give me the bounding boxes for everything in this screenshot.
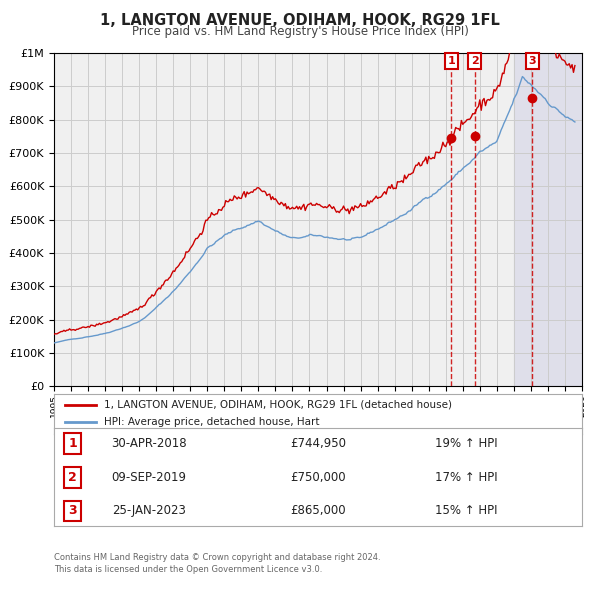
Bar [514, 53, 590, 386]
Text: 2: 2 [68, 471, 77, 484]
Text: HPI: Average price, detached house, Hart: HPI: Average price, detached house, Hart [104, 417, 320, 427]
Text: 17% ↑ HPI: 17% ↑ HPI [434, 471, 497, 484]
Text: 25-JAN-2023: 25-JAN-2023 [112, 504, 186, 517]
Text: 15% ↑ HPI: 15% ↑ HPI [434, 504, 497, 517]
Text: 1: 1 [68, 437, 77, 450]
Text: £865,000: £865,000 [290, 504, 346, 517]
Text: 2: 2 [470, 56, 478, 66]
Text: £744,950: £744,950 [290, 437, 346, 450]
Text: 1, LANGTON AVENUE, ODIHAM, HOOK, RG29 1FL: 1, LANGTON AVENUE, ODIHAM, HOOK, RG29 1F… [100, 13, 500, 28]
Text: 1: 1 [448, 56, 455, 66]
Text: 30-APR-2018: 30-APR-2018 [111, 437, 187, 450]
Text: Contains HM Land Registry data © Crown copyright and database right 2024.: Contains HM Land Registry data © Crown c… [54, 553, 380, 562]
Text: This data is licensed under the Open Government Licence v3.0.: This data is licensed under the Open Gov… [54, 565, 322, 574]
Text: 3: 3 [68, 504, 77, 517]
Text: 09-SEP-2019: 09-SEP-2019 [112, 471, 187, 484]
Text: 3: 3 [528, 56, 536, 66]
Text: £750,000: £750,000 [290, 471, 346, 484]
Text: 19% ↑ HPI: 19% ↑ HPI [434, 437, 497, 450]
Text: 1, LANGTON AVENUE, ODIHAM, HOOK, RG29 1FL (detached house): 1, LANGTON AVENUE, ODIHAM, HOOK, RG29 1F… [104, 400, 452, 410]
Text: Price paid vs. HM Land Registry's House Price Index (HPI): Price paid vs. HM Land Registry's House … [131, 25, 469, 38]
